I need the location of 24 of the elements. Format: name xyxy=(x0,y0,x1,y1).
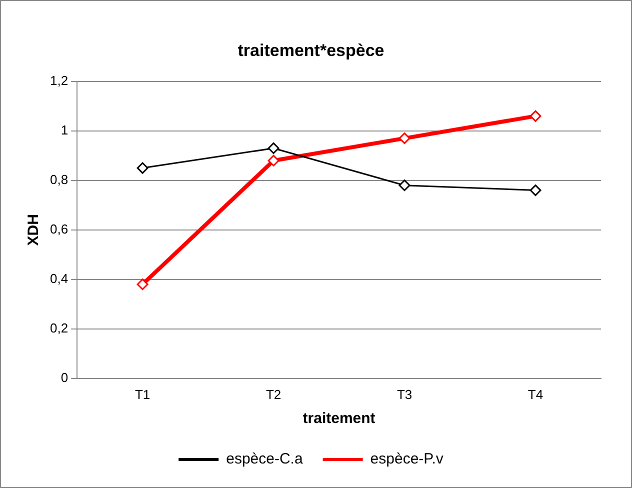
point xyxy=(530,110,542,122)
legend-label: espèce-P.v xyxy=(370,450,444,468)
point xyxy=(136,162,148,174)
point xyxy=(268,154,280,166)
point xyxy=(136,278,148,290)
point xyxy=(398,180,410,192)
point xyxy=(398,132,410,144)
x-tick-label: T4 xyxy=(528,386,544,402)
y-tick-label: 1 xyxy=(60,122,68,138)
point xyxy=(268,142,280,154)
x-tick-label: T1 xyxy=(134,386,150,402)
y-tick-label: 0,2 xyxy=(50,320,68,336)
y-tick-label: 0 xyxy=(60,370,68,385)
chart-title: traitement*espèce xyxy=(238,40,384,60)
x-tick-label: T2 xyxy=(266,386,282,402)
y-tick-label: 0,6 xyxy=(50,221,68,236)
y-tick-label: 0,8 xyxy=(50,172,68,187)
x-tick-label: T3 xyxy=(396,386,412,402)
y-tick-label: 0,4 xyxy=(50,270,68,286)
y-axis-title: XDH xyxy=(25,214,42,246)
point xyxy=(530,184,542,196)
x-axis-title: traitement xyxy=(302,410,376,428)
y-tick-label: 1,2 xyxy=(50,72,68,88)
legend-label: espèce-C.a xyxy=(226,450,304,468)
